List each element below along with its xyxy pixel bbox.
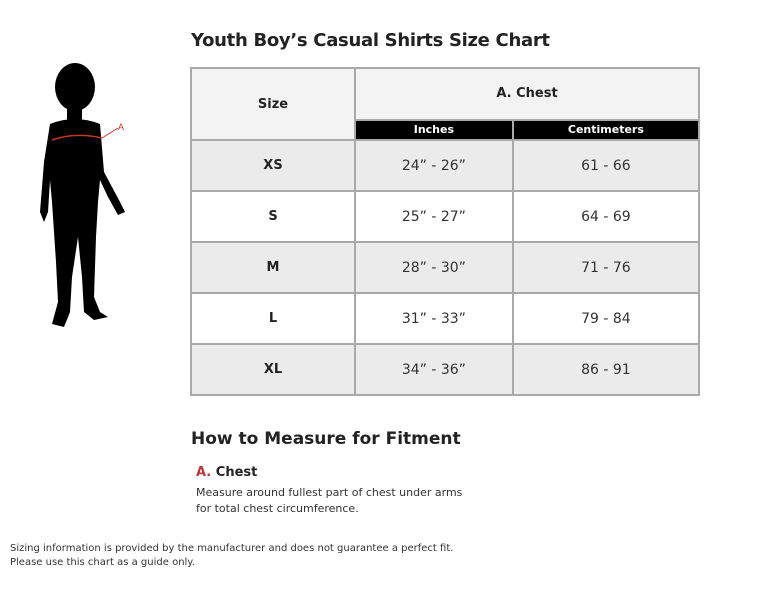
cm-cell: 79 - 84 — [511, 292, 701, 345]
inches-cell: 25” - 27” — [354, 190, 514, 243]
measure-heading: How to Measure for Fitment — [191, 429, 461, 449]
cm-cell: 61 - 66 — [511, 139, 701, 192]
inches-column-header: Inches — [354, 118, 514, 142]
disclaimer-line: Sizing information is provided by the ma… — [10, 543, 454, 554]
chest-marker-label: A — [118, 122, 124, 132]
size-cell: S — [190, 190, 356, 243]
cm-cell: 71 - 76 — [511, 241, 701, 294]
inches-cell: 24” - 26” — [354, 139, 514, 192]
table-row: L 31” - 33” 79 - 84 — [190, 292, 701, 345]
disclaimer: Sizing information is provided by the ma… — [10, 542, 453, 570]
size-cell: M — [190, 241, 356, 294]
description-line: for total chest circumference. — [196, 502, 359, 515]
chest-measure-line — [51, 134, 103, 141]
child-silhouette-figure: A — [40, 63, 125, 327]
description-line: Measure around fullest part of chest und… — [196, 486, 463, 499]
size-cell: L — [190, 292, 356, 345]
measure-item-letter: A. — [196, 465, 212, 480]
measure-item-name: Chest — [215, 465, 258, 480]
size-column-header: Size — [190, 67, 356, 141]
cm-cell: 86 - 91 — [511, 343, 701, 396]
table-row: S 25” - 27” 64 - 69 — [190, 190, 701, 243]
table-row: XL 34” - 36” 86 - 91 — [190, 343, 701, 396]
size-table: Size A. Chest Inches Centimeters XS 24” … — [190, 67, 701, 396]
disclaimer-line: Please use this chart as a guide only. — [10, 557, 195, 568]
table-row: XS 24” - 26” 61 - 66 — [190, 139, 701, 192]
inches-cell: 34” - 36” — [354, 343, 514, 396]
chest-group-header: A. Chest — [354, 67, 700, 121]
measure-item-description: Measure around fullest part of chest und… — [196, 485, 462, 517]
inches-cell: 28” - 30” — [354, 241, 514, 294]
centimeters-column-header: Centimeters — [511, 118, 701, 142]
table-row: M 28” - 30” 71 - 76 — [190, 241, 701, 294]
cm-cell: 64 - 69 — [511, 190, 701, 243]
size-cell: XS — [190, 139, 356, 192]
measure-item-label: A. Chest — [196, 465, 257, 480]
size-cell: XL — [190, 343, 356, 396]
page-title: Youth Boy’s Casual Shirts Size Chart — [191, 30, 550, 51]
inches-cell: 31” - 33” — [354, 292, 514, 345]
